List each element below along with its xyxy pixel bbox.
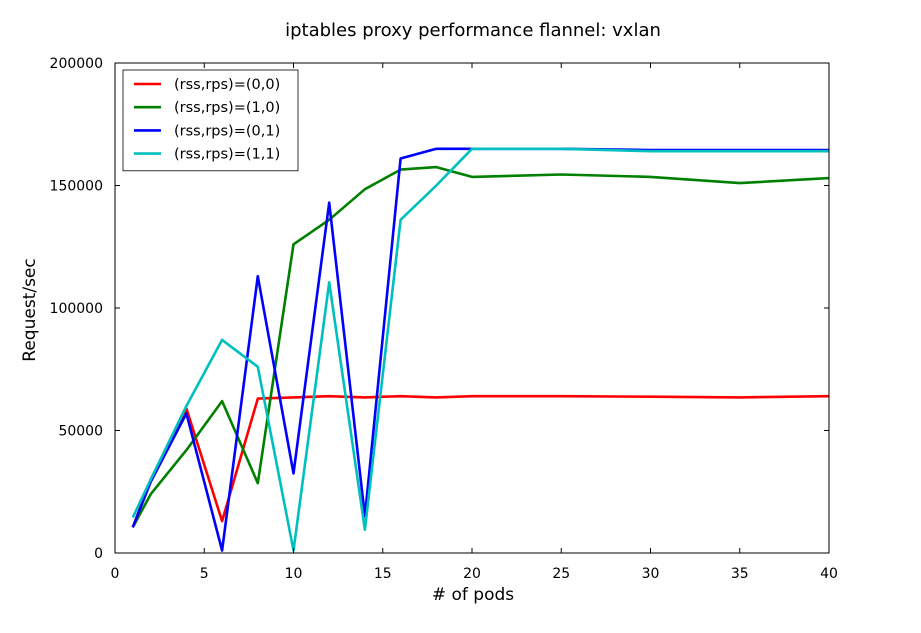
legend-label: (rss,rps)=(0,1) xyxy=(174,123,280,139)
x-tick-label: 25 xyxy=(552,566,570,582)
x-tick-label: 15 xyxy=(374,566,392,582)
x-axis-title: # of pods xyxy=(432,585,514,605)
legend-label: (rss,rps)=(1,1) xyxy=(174,147,280,163)
y-axis-title: Request/sec xyxy=(20,258,40,361)
x-tick-label: 30 xyxy=(642,566,660,582)
chart-title: iptables proxy performance flannel: vxla… xyxy=(285,20,661,41)
y-tick-label: 50000 xyxy=(58,424,103,440)
x-tick-label: 0 xyxy=(111,566,120,582)
legend: (rss,rps)=(0,0) (rss,rps)=(1,0) (rss,rps)=… xyxy=(122,69,299,172)
y-tick-label: 0 xyxy=(94,546,103,562)
series-line-1 xyxy=(131,165,830,528)
legend-label: (rss,rps)=(0,0) xyxy=(174,77,280,93)
series-line-0 xyxy=(131,394,830,528)
y-tick-label: 100000 xyxy=(50,301,103,317)
x-tick-label: 35 xyxy=(731,566,749,582)
legend-label: (rss,rps)=(1,0) xyxy=(174,100,280,116)
x-tick-label: 10 xyxy=(285,566,303,582)
tick-layer: 0 5 10 15 20 25 30 35 40 0 50000 100000 150000 200000 xyxy=(50,56,838,582)
x-tick-label: 40 xyxy=(820,566,838,582)
series-line-3 xyxy=(131,147,829,552)
series-layer xyxy=(131,147,830,552)
y-tick-label: 200000 xyxy=(50,56,103,72)
x-tick-label: 5 xyxy=(200,566,209,582)
x-tick-label: 20 xyxy=(463,566,481,582)
y-tick-label: 150000 xyxy=(50,179,103,195)
